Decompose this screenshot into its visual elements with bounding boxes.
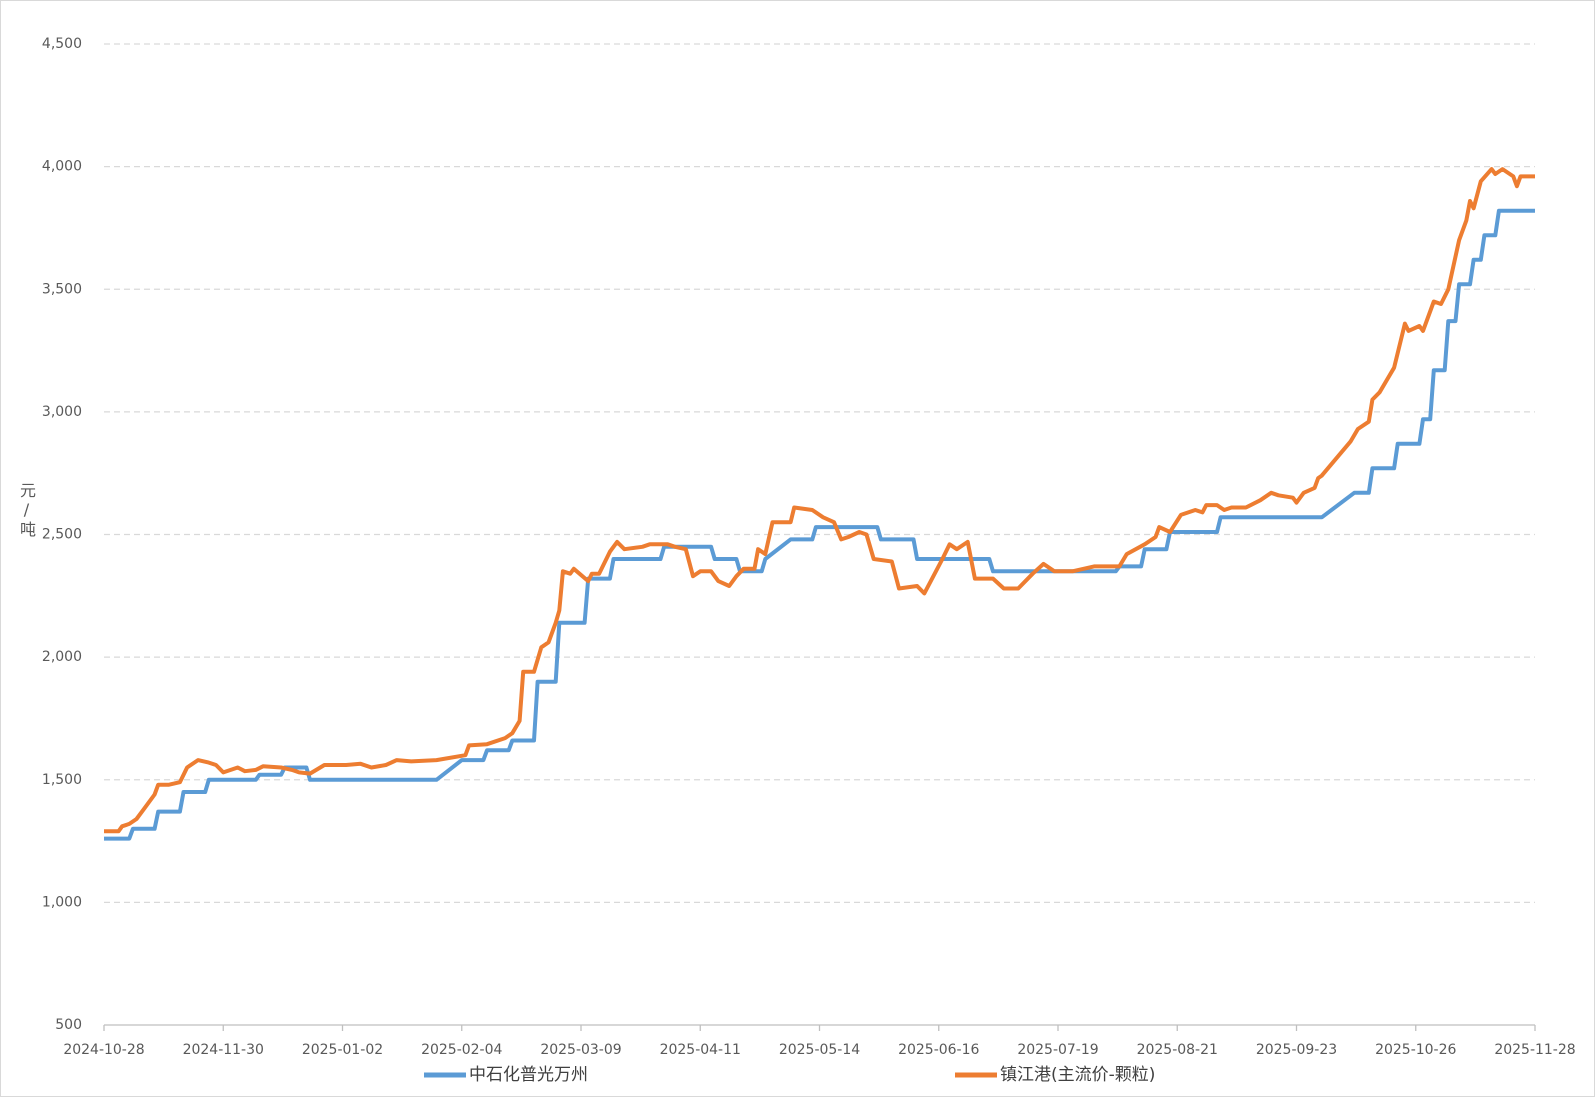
y-tick-label: 2,000 xyxy=(42,649,82,665)
x-tick-label: 2024-11-30 xyxy=(183,1042,264,1058)
y-tick-label: 3,500 xyxy=(42,281,82,297)
series-line xyxy=(104,167,1535,834)
x-tick-label: 2025-08-21 xyxy=(1137,1042,1218,1058)
y-tick-label: 4,500 xyxy=(42,36,82,52)
x-tick-label: 2025-07-19 xyxy=(1017,1042,1098,1058)
legend: 中石化普光万州 镇江港(主流价-颗粒) xyxy=(424,1065,1155,1085)
x-tick-label: 2025-06-16 xyxy=(898,1042,979,1058)
y-tick-label: 1,500 xyxy=(42,772,82,788)
y-tick-label: 4,000 xyxy=(42,159,82,175)
y-tick-label: 1,000 xyxy=(42,894,82,910)
y-tick-label: 2,500 xyxy=(42,527,82,543)
x-tick-label: 2025-04-11 xyxy=(660,1042,741,1058)
series-line xyxy=(104,208,1535,841)
y-tick-label: 500 xyxy=(55,1017,82,1033)
legend-label: 镇江港(主流价-颗粒) xyxy=(1000,1065,1155,1085)
x-tick-label: 2025-01-02 xyxy=(302,1042,383,1058)
x-tick-label: 2024-10-28 xyxy=(63,1042,144,1058)
x-tick-label: 2025-11-28 xyxy=(1494,1042,1575,1058)
x-tick-label: 2025-02-04 xyxy=(421,1042,502,1058)
y-axis-label: 元/吨 xyxy=(17,482,36,539)
x-tick-label: 2025-05-14 xyxy=(779,1042,860,1058)
x-tick-label: 2025-09-23 xyxy=(1256,1042,1337,1058)
legend-label: 中石化普光万州 xyxy=(469,1065,588,1085)
x-tick-label: 2025-10-26 xyxy=(1375,1042,1456,1058)
x-tick-label: 2025-03-09 xyxy=(540,1042,621,1058)
y-tick-label: 3,000 xyxy=(42,404,82,420)
